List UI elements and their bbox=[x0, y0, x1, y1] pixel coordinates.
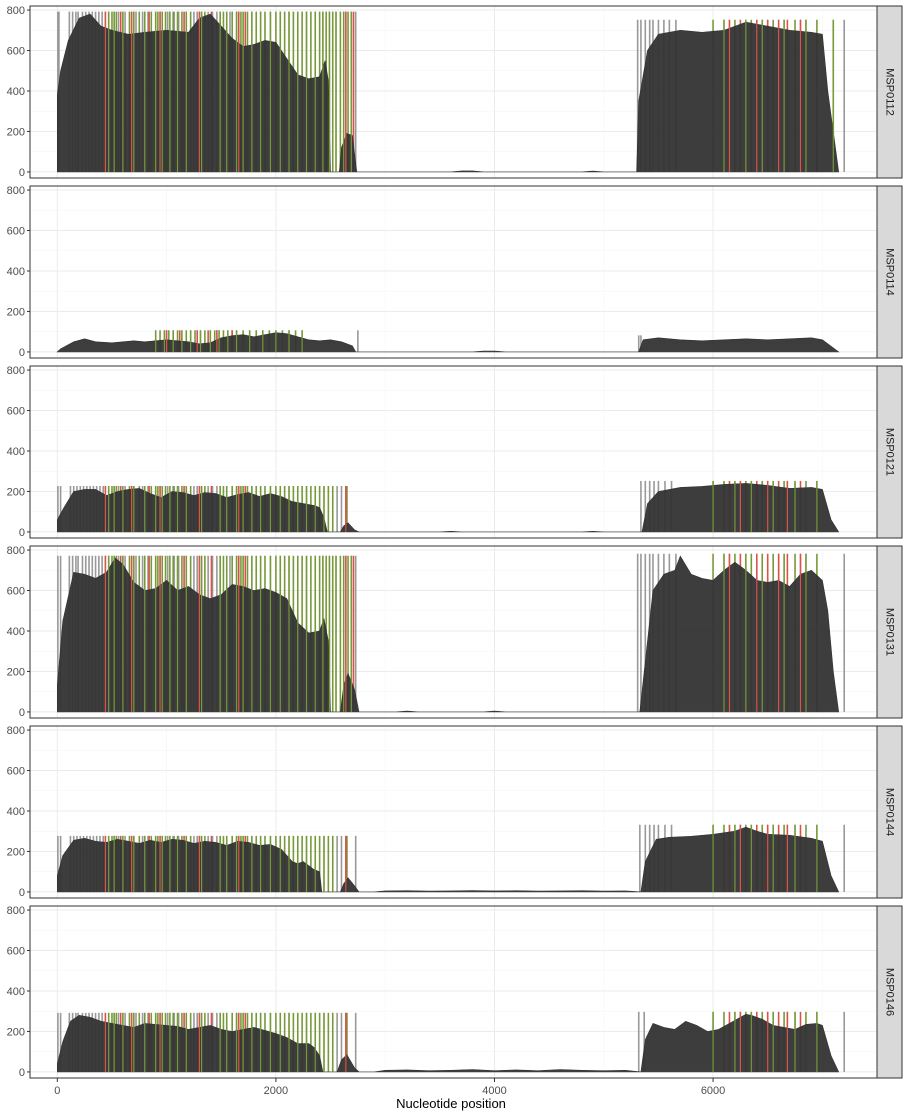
x-axis-title: Nucleotide position bbox=[396, 1096, 506, 1111]
facet-strip-label: MSP0121 bbox=[884, 428, 896, 476]
y-tick-label: 400 bbox=[7, 266, 25, 278]
facet-strip bbox=[876, 905, 903, 1079]
coverage-area bbox=[57, 483, 840, 533]
facet-strip-label: MSP0131 bbox=[884, 608, 896, 656]
x-tick-label: 2000 bbox=[264, 1085, 288, 1097]
facet-panel: 0 200 400 600 800 MSP0146 bbox=[7, 905, 903, 1079]
facet-strip bbox=[876, 185, 903, 359]
y-tick-label: 800 bbox=[7, 905, 25, 917]
y-tick-label: 600 bbox=[7, 946, 25, 958]
facet-panel: 0 200 400 600 800 MSP0114 bbox=[7, 185, 903, 359]
facet-strip bbox=[876, 365, 903, 539]
facet-panel: 0 200 400 600 800 MSP0121 bbox=[7, 365, 903, 539]
y-tick-label: 400 bbox=[7, 86, 25, 98]
facet-panels: 0 200 400 600 800 MSP0112 0 200 400 600 800 MSP0114… bbox=[7, 5, 903, 1079]
coverage-area bbox=[57, 13, 840, 173]
y-tick-label: 200 bbox=[7, 846, 25, 858]
panel-background bbox=[30, 186, 877, 358]
facet-strip-label: MSP0114 bbox=[884, 248, 896, 296]
y-tick-label: 800 bbox=[7, 185, 25, 197]
x-tick-label: 0 bbox=[54, 1085, 60, 1097]
facet-strip-label: MSP0112 bbox=[884, 68, 896, 116]
x-tick-label: 4000 bbox=[482, 1085, 506, 1097]
y-tick-label: 200 bbox=[7, 306, 25, 318]
y-tick-label: 600 bbox=[7, 226, 25, 238]
y-tick-label: 0 bbox=[19, 527, 25, 539]
y-tick-label: 0 bbox=[19, 347, 25, 359]
facet-panel: 0 200 400 600 800 MSP0144 bbox=[7, 725, 903, 899]
y-tick-label: 800 bbox=[7, 725, 25, 737]
facet-panel: 0 200 400 600 800 MSP0112 bbox=[7, 5, 903, 179]
y-tick-label: 600 bbox=[7, 766, 25, 778]
y-tick-label: 600 bbox=[7, 46, 25, 58]
y-tick-label: 400 bbox=[7, 986, 25, 998]
y-tick-label: 800 bbox=[7, 365, 25, 377]
facet-strip-label: MSP0144 bbox=[884, 788, 896, 836]
facet-panel: 0 200 400 600 800 MSP0131 bbox=[7, 545, 903, 719]
facet-strip bbox=[876, 725, 903, 899]
y-tick-label: 200 bbox=[7, 126, 25, 138]
y-tick-label: 0 bbox=[19, 1067, 25, 1079]
y-tick-label: 600 bbox=[7, 406, 25, 418]
y-tick-label: 0 bbox=[19, 887, 25, 899]
x-axis: 0 2000 4000 6000 bbox=[54, 1078, 725, 1097]
facet-strip bbox=[876, 5, 903, 179]
y-tick-label: 800 bbox=[7, 5, 25, 17]
y-tick-label: 600 bbox=[7, 586, 25, 598]
facet-strip-label: MSP0146 bbox=[884, 968, 896, 1016]
x-tick-label: 6000 bbox=[701, 1085, 725, 1097]
facet-strip bbox=[876, 545, 903, 719]
y-tick-label: 0 bbox=[19, 707, 25, 719]
coverage-area bbox=[57, 826, 840, 893]
coverage-area bbox=[57, 1013, 840, 1073]
y-tick-label: 400 bbox=[7, 446, 25, 458]
y-tick-label: 200 bbox=[7, 1026, 25, 1038]
y-tick-label: 0 bbox=[19, 167, 25, 179]
y-tick-label: 800 bbox=[7, 545, 25, 557]
y-tick-label: 400 bbox=[7, 806, 25, 818]
coverage-area bbox=[56, 332, 840, 353]
y-tick-label: 200 bbox=[7, 666, 25, 678]
y-tick-label: 200 bbox=[7, 486, 25, 498]
y-tick-label: 400 bbox=[7, 626, 25, 638]
